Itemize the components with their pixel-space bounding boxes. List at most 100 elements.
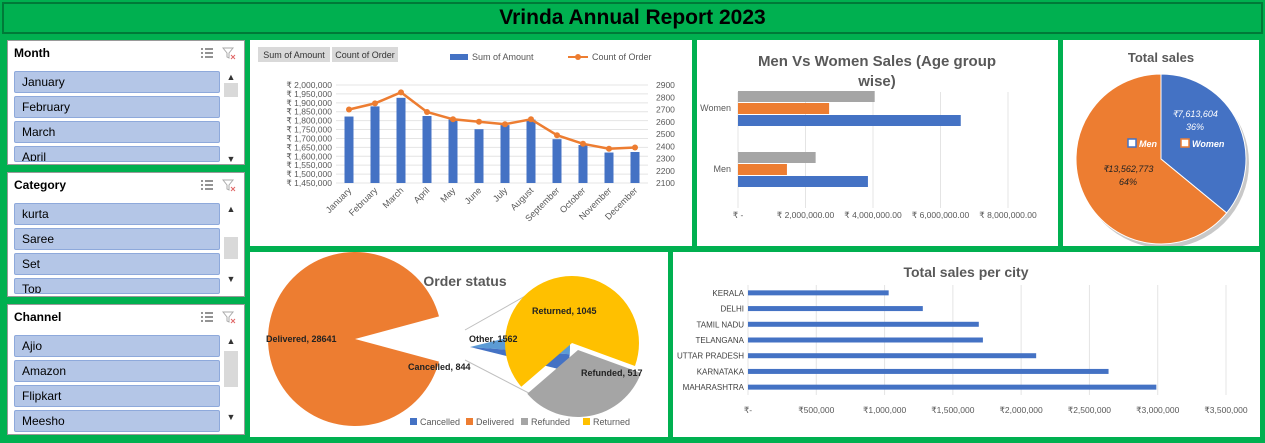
women-pct-label: 64%	[1119, 177, 1137, 187]
clear-filter-icon[interactable]	[222, 46, 236, 60]
channel-slicer[interactable]: Channel Ajio Amazon Flipkart Meesho ▲ ▼	[7, 304, 245, 435]
point-count[interactable]	[502, 121, 508, 128]
bar-city[interactable]	[748, 368, 1109, 374]
slicer-item[interactable]: Top	[14, 278, 220, 294]
scroll-down-icon[interactable]: ▼	[226, 154, 236, 164]
city-sales-title: Total sales per city	[903, 264, 1028, 280]
scroll-thumb[interactable]	[224, 351, 238, 387]
pie-slice-women[interactable]	[1075, 73, 1228, 245]
slicer-item[interactable]: Set	[14, 253, 220, 275]
slicer-item[interactable]: March	[14, 121, 220, 143]
slicer-item[interactable]: Meesho	[14, 410, 220, 432]
point-count[interactable]	[450, 116, 456, 123]
pie-slice-men[interactable]	[1160, 73, 1247, 214]
slicer-item[interactable]: kurta	[14, 203, 220, 225]
point-count[interactable]	[372, 100, 378, 107]
slicer-item[interactable]: Saree	[14, 228, 220, 250]
point-count[interactable]	[398, 89, 404, 96]
point-count[interactable]	[632, 144, 638, 151]
field-button-count[interactable]	[332, 47, 398, 62]
bar-amount[interactable]	[604, 152, 614, 183]
scroll-track[interactable]	[224, 259, 238, 273]
bar-amount[interactable]	[370, 106, 380, 183]
bar-city[interactable]	[748, 384, 1157, 390]
men-women-chart: Men Vs Women Sales (Age group wise) Wome…	[700, 53, 1037, 220]
multiselect-icon[interactable]	[200, 46, 214, 60]
point-count[interactable]	[554, 132, 560, 139]
bar-age-group[interactable]	[738, 103, 830, 114]
point-count[interactable]	[424, 108, 430, 115]
bar-amount[interactable]	[474, 129, 484, 183]
bar-city[interactable]	[748, 290, 889, 296]
bar-amount[interactable]	[578, 145, 588, 183]
channel-slicer-title: Channel	[14, 310, 62, 324]
line-count	[348, 90, 636, 150]
category-scrollbar[interactable]: ▲ ▼	[224, 203, 238, 285]
scroll-up-icon[interactable]: ▲	[226, 336, 236, 346]
point-count[interactable]	[476, 118, 482, 125]
scroll-up-icon[interactable]: ▲	[226, 204, 236, 214]
point-count[interactable]	[346, 106, 352, 113]
slicer-item[interactable]: Ajio	[14, 335, 220, 357]
bar-amount[interactable]	[344, 116, 354, 183]
x-tick-label: ₹ 6,000,000.00	[912, 210, 970, 220]
bar-city[interactable]	[748, 337, 983, 343]
pie-slice-refunded[interactable]	[527, 350, 641, 417]
scroll-track[interactable]	[224, 97, 238, 153]
pie-slice-returned[interactable]	[505, 276, 639, 387]
men-women-chart-panel: Men Vs Women Sales (Age group wise) Wome…	[697, 40, 1058, 246]
point-count[interactable]	[580, 140, 586, 147]
legend-swatch	[410, 418, 417, 425]
bar-city[interactable]	[748, 321, 979, 327]
scroll-up-icon[interactable]: ▲	[226, 72, 236, 82]
multiselect-icon[interactable]	[200, 178, 214, 192]
slicer-item[interactable]: April	[14, 146, 220, 162]
pie-slice-delivered[interactable]	[268, 252, 439, 426]
bar-city[interactable]	[748, 306, 923, 312]
bar-age-group[interactable]	[738, 115, 961, 126]
channel-scrollbar[interactable]: ▲ ▼	[224, 335, 238, 423]
slicer-item[interactable]: Flipkart	[14, 385, 220, 407]
bar-amount[interactable]	[396, 97, 406, 183]
bar-age-group[interactable]	[738, 164, 787, 175]
bar-amount[interactable]	[448, 119, 458, 183]
month-slicer[interactable]: Month January February March April ▲ ▼	[7, 40, 245, 165]
bar-age-group[interactable]	[738, 152, 816, 163]
category-slicer-header: Category	[8, 173, 244, 197]
y-tick-label: ₹ 1,950,000	[286, 89, 332, 99]
bar-age-group[interactable]	[738, 91, 875, 102]
slicer-item[interactable]: February	[14, 96, 220, 118]
cancelled-label: Cancelled, 844	[408, 362, 471, 372]
scroll-track[interactable]	[224, 215, 238, 237]
scroll-track[interactable]	[224, 387, 238, 411]
point-count[interactable]	[606, 145, 612, 152]
order-status-title: Order status	[423, 273, 506, 289]
bar-city[interactable]	[748, 353, 1037, 359]
order-status-chart: Order status Delivered, 28641 Cancelled, …	[266, 252, 643, 427]
bar-amount[interactable]	[552, 139, 562, 183]
bar-amount[interactable]	[422, 116, 432, 183]
slicer-item[interactable]: January	[14, 71, 220, 93]
x-tick-label: February	[347, 185, 380, 218]
scroll-down-icon[interactable]: ▼	[226, 274, 236, 284]
x-tick-label: March	[381, 185, 406, 210]
bar-amount[interactable]	[630, 151, 640, 183]
x-tick-label: April	[412, 185, 432, 205]
bar-age-group[interactable]	[738, 176, 868, 187]
clear-filter-icon[interactable]	[222, 310, 236, 324]
slicer-item[interactable]: Amazon	[14, 360, 220, 382]
scroll-down-icon[interactable]: ▼	[226, 412, 236, 422]
multiselect-icon[interactable]	[200, 310, 214, 324]
month-scrollbar[interactable]: ▲ ▼	[224, 71, 238, 165]
point-count[interactable]	[528, 116, 534, 123]
legend-swatch	[583, 418, 590, 425]
scroll-thumb[interactable]	[224, 83, 238, 97]
legend-label-men: Men	[1139, 139, 1158, 149]
bar-amount[interactable]	[500, 125, 510, 183]
field-button-amount[interactable]	[258, 47, 330, 62]
scroll-thumb[interactable]	[224, 237, 238, 259]
category-slicer[interactable]: Category kurta Saree Set Top ▲ ▼	[7, 172, 245, 297]
x-tick-label: ₹ -	[733, 210, 744, 220]
bar-amount[interactable]	[526, 119, 536, 183]
clear-filter-icon[interactable]	[222, 178, 236, 192]
